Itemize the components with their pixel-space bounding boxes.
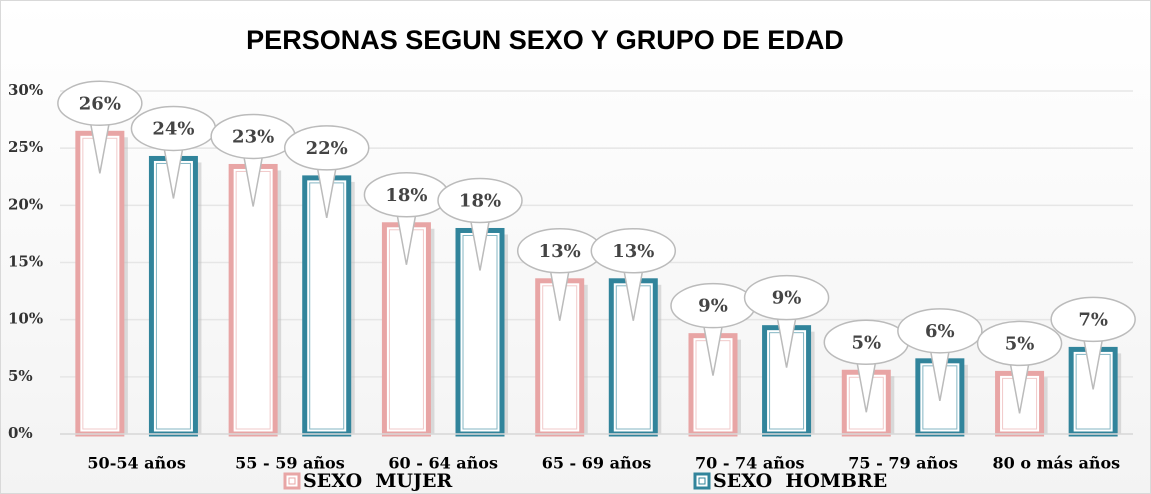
callout <box>437 177 523 224</box>
y-tick-label: 5% <box>8 367 33 385</box>
callout-cover <box>471 212 490 221</box>
y-tick-label: 25% <box>8 138 43 156</box>
callout-cover <box>90 115 109 124</box>
x-tick-label: 60 - 64 años <box>388 454 498 473</box>
value-label: 13% <box>612 241 654 262</box>
callout <box>1050 296 1136 343</box>
callout <box>283 125 370 171</box>
x-tick-label: 50-54 años <box>87 454 185 473</box>
callout-cover <box>397 206 416 215</box>
callout <box>57 80 143 127</box>
callout <box>743 274 830 321</box>
value-label: 13% <box>539 241 581 262</box>
bar <box>148 155 198 437</box>
value-label: 24% <box>152 118 194 139</box>
y-tick-label: 20% <box>8 195 43 213</box>
value-label: 5% <box>851 332 881 353</box>
legend-swatch-inner <box>288 477 296 485</box>
x-tick-label: 70 - 74 años <box>695 454 805 473</box>
callout-cover <box>857 354 876 363</box>
value-label: 18% <box>385 185 427 206</box>
x-tick-label: 65 - 69 años <box>542 454 652 473</box>
y-tick-label: 30% <box>8 81 43 99</box>
y-tick-label: 10% <box>8 310 43 328</box>
value-label: 6% <box>925 321 955 342</box>
legend-swatch <box>693 472 711 490</box>
callout-cover <box>1010 355 1029 364</box>
x-tick-label: 80 o más años <box>993 454 1121 473</box>
x-tick-label: 75 - 79 años <box>848 454 958 473</box>
x-tick-label: 55 - 59 años <box>235 454 345 473</box>
value-label: 18% <box>459 190 501 211</box>
chart-title: PERSONAS SEGUN SEXO Y GRUPO DE EDAD <box>246 25 844 55</box>
legend-swatch <box>283 472 301 490</box>
callout <box>590 228 677 274</box>
callout-cover <box>164 140 183 149</box>
value-label: 23% <box>232 126 274 147</box>
value-label: 7% <box>1078 309 1108 330</box>
value-label: 22% <box>306 138 348 159</box>
callout-cover <box>930 342 949 351</box>
value-label: 9% <box>772 288 802 309</box>
value-label: 5% <box>1005 333 1035 354</box>
legend-label: SEXO MUJER <box>303 470 452 492</box>
callout-cover <box>244 148 263 157</box>
callout-cover <box>317 159 336 168</box>
callout-cover <box>1084 331 1103 340</box>
legend-swatch-inner <box>698 477 706 485</box>
callout-cover <box>703 317 722 326</box>
callout-cover <box>777 309 796 318</box>
callout <box>897 308 983 354</box>
callout <box>976 320 1063 367</box>
callout-cover <box>624 262 643 271</box>
value-label: 9% <box>698 296 728 317</box>
legend-label: SEXO HOMBRE <box>713 470 887 492</box>
callout-cover <box>550 262 569 271</box>
bar <box>75 130 125 437</box>
y-tick-label: 0% <box>8 424 33 442</box>
y-tick-label: 15% <box>8 253 43 271</box>
value-label: 26% <box>79 93 121 114</box>
